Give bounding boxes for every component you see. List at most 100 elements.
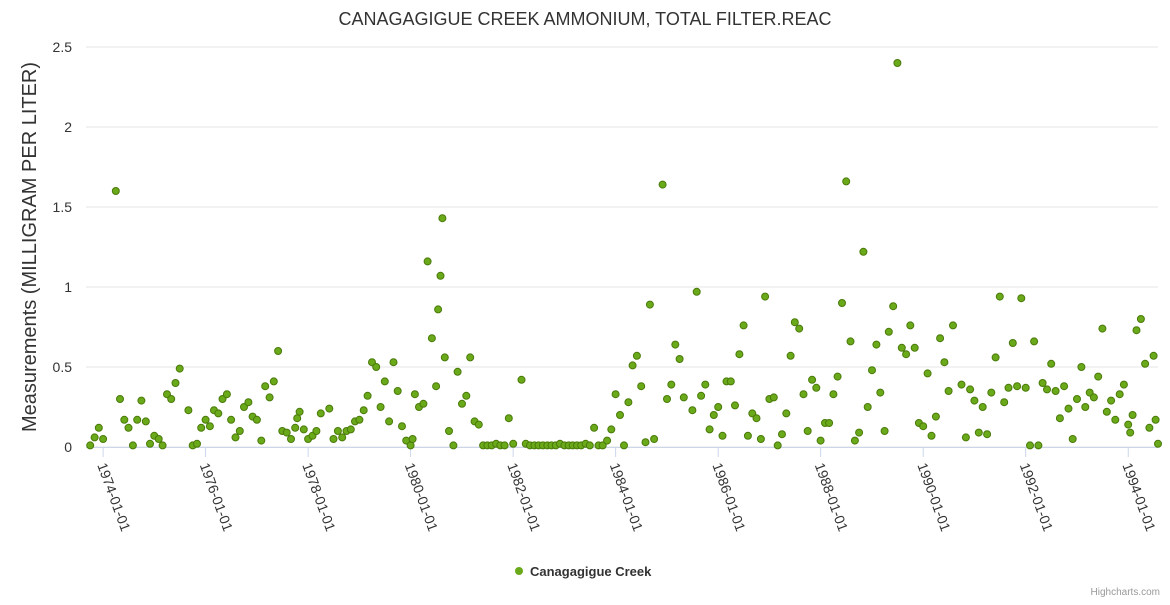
data-point[interactable] [1094, 372, 1103, 381]
data-point[interactable] [504, 414, 513, 423]
data-point[interactable] [726, 377, 735, 386]
data-point[interactable] [645, 300, 654, 309]
data-point[interactable] [438, 214, 447, 223]
data-point[interactable] [201, 415, 210, 424]
data-point[interactable] [812, 383, 821, 392]
data-point[interactable] [846, 337, 855, 346]
data-point[interactable] [240, 403, 248, 411]
data-point[interactable] [432, 382, 441, 391]
data-point[interactable] [752, 414, 761, 423]
data-point[interactable] [1017, 294, 1026, 303]
data-point[interactable] [624, 398, 633, 407]
data-point[interactable] [688, 406, 697, 415]
data-point[interactable] [1141, 359, 1150, 368]
data-point[interactable] [778, 430, 786, 439]
data-point[interactable] [978, 403, 987, 411]
data-point[interactable] [1047, 359, 1056, 368]
data-point[interactable] [389, 358, 398, 367]
data-point[interactable] [282, 428, 291, 437]
data-point[interactable] [829, 390, 838, 399]
data-point[interactable] [222, 390, 231, 399]
data-point[interactable] [970, 396, 979, 405]
data-point[interactable] [663, 395, 671, 403]
data-point[interactable] [398, 422, 406, 431]
data-point[interactable] [995, 292, 1004, 301]
data-point[interactable] [1151, 415, 1160, 424]
data-point[interactable] [1081, 403, 1090, 411]
data-point[interactable] [419, 399, 428, 408]
data-point[interactable] [257, 436, 266, 445]
data-point[interactable] [1149, 351, 1158, 360]
data-point[interactable] [1038, 379, 1047, 387]
data-point[interactable] [632, 351, 641, 360]
data-point[interactable] [692, 287, 701, 296]
data-point[interactable] [880, 427, 889, 435]
data-point[interactable] [833, 372, 842, 381]
data-point[interactable] [607, 425, 616, 434]
data-point[interactable] [697, 391, 706, 400]
data-point[interactable] [410, 390, 419, 399]
data-point[interactable] [86, 441, 95, 450]
data-point[interactable] [376, 403, 385, 411]
data-point[interactable] [449, 441, 458, 450]
data-point[interactable] [193, 439, 201, 448]
data-point[interactable] [1115, 390, 1124, 399]
data-point[interactable] [658, 180, 667, 189]
data-point[interactable] [408, 435, 417, 443]
data-point[interactable] [868, 366, 876, 375]
data-point[interactable] [436, 271, 445, 280]
data-point[interactable] [90, 433, 99, 442]
data-point[interactable] [158, 441, 167, 450]
data-point[interactable] [458, 399, 466, 408]
data-point[interactable] [863, 403, 872, 411]
data-point[interactable] [671, 340, 680, 349]
data-point[interactable] [154, 435, 163, 443]
data-point[interactable] [910, 343, 919, 352]
data-point[interactable] [1026, 441, 1034, 450]
data-point[interactable] [1145, 423, 1154, 432]
data-point[interactable] [782, 409, 791, 418]
data-point[interactable] [111, 187, 120, 195]
data-point[interactable] [333, 427, 342, 435]
data-point[interactable] [1064, 404, 1073, 413]
data-point[interactable] [731, 401, 739, 410]
data-point[interactable] [287, 435, 295, 443]
data-point[interactable] [1154, 439, 1162, 448]
data-point[interactable] [440, 353, 449, 362]
data-point[interactable] [363, 391, 372, 400]
data-point[interactable] [265, 393, 274, 402]
data-point[interactable] [786, 351, 795, 360]
data-point[interactable] [936, 334, 945, 343]
data-point[interactable] [889, 302, 898, 311]
data-point[interactable] [1107, 396, 1116, 405]
data-point[interactable] [453, 367, 462, 376]
data-point[interactable] [966, 385, 975, 394]
data-point[interactable] [500, 441, 509, 450]
data-point[interactable] [628, 361, 637, 370]
data-point[interactable] [705, 425, 714, 434]
data-point[interactable] [1060, 382, 1069, 391]
data-point[interactable] [919, 422, 928, 431]
data-point[interactable] [949, 321, 957, 330]
data-point[interactable] [679, 393, 688, 402]
data-point[interactable] [1098, 324, 1107, 333]
data-point[interactable] [434, 305, 443, 314]
data-point[interactable] [1004, 383, 1013, 392]
data-point[interactable] [346, 425, 355, 434]
data-point[interactable] [137, 396, 146, 405]
data-point[interactable] [175, 364, 184, 373]
data-point[interactable] [312, 427, 321, 435]
data-point[interactable] [385, 417, 394, 426]
data-point[interactable] [585, 441, 594, 450]
data-point[interactable] [714, 403, 723, 411]
data-point[interactable] [816, 436, 825, 445]
data-point[interactable] [641, 438, 650, 447]
data-point[interactable] [944, 387, 953, 395]
data-point[interactable] [1068, 435, 1077, 443]
data-point[interactable] [718, 431, 727, 440]
data-point[interactable] [842, 177, 851, 186]
data-point[interactable] [94, 423, 103, 432]
data-point[interactable] [616, 411, 624, 419]
data-point[interactable] [709, 411, 718, 419]
data-point[interactable] [603, 436, 612, 445]
